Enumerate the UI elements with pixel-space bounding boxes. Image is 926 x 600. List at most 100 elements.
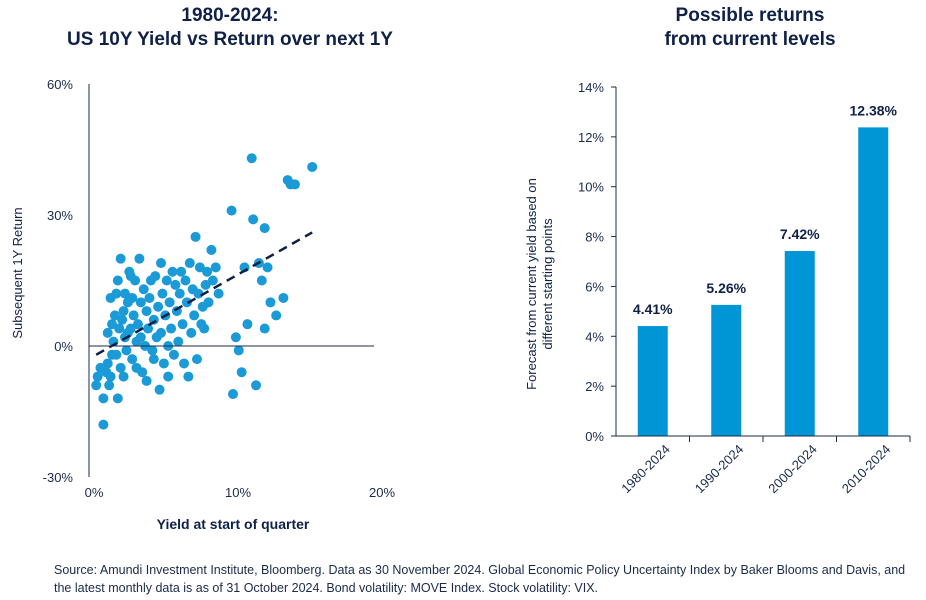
scatter-point bbox=[91, 380, 102, 391]
scatter-point bbox=[128, 310, 139, 321]
scatter-point bbox=[105, 371, 116, 382]
scatter-point bbox=[213, 288, 224, 299]
scatter-point bbox=[271, 310, 282, 321]
bar-category-label: 1990-2024 bbox=[692, 442, 747, 497]
scatter-point bbox=[181, 297, 192, 308]
charts-canvas: -30% 0% 30% 60% 0% 10% 20% Subsequent 1Y Retu… bbox=[10, 77, 911, 532]
bar-value-label: 12.38% bbox=[850, 102, 898, 118]
scatter-point bbox=[98, 393, 109, 404]
bar-title-line1: Possible returns bbox=[675, 5, 825, 26]
scatter-x-tick-label: 10% bbox=[225, 485, 251, 500]
scatter-point bbox=[121, 345, 132, 356]
scatter-point bbox=[210, 262, 221, 273]
scatter-point bbox=[262, 262, 273, 273]
scatter-point bbox=[135, 332, 146, 343]
scatter-x-tick-label: 20% bbox=[369, 485, 395, 500]
scatter-point bbox=[141, 306, 152, 317]
scatter-point bbox=[256, 275, 267, 286]
scatter-point bbox=[265, 297, 276, 308]
scatter-point bbox=[118, 306, 129, 317]
scatter-point bbox=[168, 349, 179, 360]
scatter-point bbox=[134, 253, 145, 264]
bar-category-label: 2000-2024 bbox=[765, 442, 820, 497]
scatter-point bbox=[242, 319, 253, 330]
scatter-point bbox=[147, 345, 158, 356]
scatter-point bbox=[161, 275, 172, 286]
bars bbox=[637, 127, 889, 437]
scatter-point bbox=[186, 327, 197, 338]
bar-y-tick-label: 10% bbox=[578, 180, 604, 195]
scatter-y-tick-label: 0% bbox=[54, 339, 73, 354]
scatter-point bbox=[143, 323, 154, 334]
scatter-point bbox=[104, 380, 115, 391]
bar-y-label-line2: different starting points bbox=[540, 218, 555, 350]
trend-line bbox=[95, 231, 313, 356]
scatter-y-tick-label: 60% bbox=[47, 77, 73, 92]
scatter-point bbox=[102, 327, 113, 338]
bar-y-tick-label: 4% bbox=[585, 329, 604, 344]
bar-title-line2: from current levels bbox=[664, 29, 836, 50]
scatter-point bbox=[135, 297, 146, 308]
scatter-point bbox=[200, 279, 211, 290]
scatter-point bbox=[230, 332, 241, 343]
scatter-point bbox=[289, 179, 300, 190]
bar-y-ticks: 0% 2% 4% 6% 8% 10% 12% 14% bbox=[578, 80, 616, 444]
scatter-point bbox=[173, 336, 184, 347]
scatter-point bbox=[109, 310, 120, 321]
scatter-point bbox=[176, 266, 187, 277]
scatter-point bbox=[174, 288, 185, 299]
bar-y-label: Forecast from current yield based on dif… bbox=[524, 178, 555, 390]
bar bbox=[711, 304, 742, 436]
bar-value-label: 5.26% bbox=[706, 280, 746, 296]
scatter-x-ticks: 0% 10% 20% bbox=[85, 485, 396, 500]
scatter-point bbox=[144, 292, 155, 303]
scatter-point bbox=[107, 319, 118, 330]
scatter-point bbox=[248, 214, 259, 225]
scatter-points bbox=[91, 153, 318, 430]
scatter-point bbox=[251, 380, 262, 391]
scatter-y-label: Subsequent 1Y Return bbox=[10, 207, 25, 338]
bar bbox=[784, 251, 815, 436]
scatter-point bbox=[154, 384, 165, 395]
bar-y-tick-label: 2% bbox=[585, 379, 604, 394]
scatter-point bbox=[112, 275, 123, 286]
scatter-point bbox=[166, 323, 177, 334]
scatter-point bbox=[115, 362, 126, 373]
scatter-point bbox=[233, 345, 244, 356]
scatter-point bbox=[180, 275, 191, 286]
scatter-point bbox=[125, 323, 136, 334]
bar-chart: 4.41% 5.26% 7.42% 12.38% 0% 2% 4% 6% 8% 10% 12% 14… bbox=[524, 80, 911, 497]
scatter-point bbox=[170, 279, 181, 290]
scatter-point bbox=[114, 323, 125, 334]
bar-value-label: 7.42% bbox=[780, 226, 820, 242]
scatter-point bbox=[127, 354, 138, 365]
scatter-point bbox=[278, 292, 289, 303]
bar bbox=[858, 127, 889, 437]
scatter-y-tick-label: -30% bbox=[43, 470, 74, 485]
scatter-point bbox=[259, 323, 270, 334]
scatter-point bbox=[167, 266, 178, 277]
scatter-point bbox=[189, 310, 200, 321]
scatter-point bbox=[130, 275, 141, 286]
scatter-point bbox=[190, 231, 201, 242]
scatter-point bbox=[184, 258, 195, 269]
scatter-point bbox=[158, 358, 169, 369]
scatter-point bbox=[127, 292, 138, 303]
bar-title: Possible returns from current levels bbox=[580, 4, 920, 52]
scatter-point bbox=[259, 223, 270, 234]
scatter-point bbox=[236, 367, 247, 378]
scatter-point bbox=[203, 297, 214, 308]
source-note: Source: Amundi Investment Institute, Blo… bbox=[54, 563, 906, 595]
scatter-point bbox=[102, 358, 113, 369]
scatter-point bbox=[111, 349, 122, 360]
bar-y-tick-label: 6% bbox=[585, 279, 604, 294]
scatter-point bbox=[117, 314, 128, 325]
bar-category-label: 2010-2024 bbox=[839, 442, 894, 497]
scatter-point bbox=[192, 354, 202, 365]
bar-x-ticks: 1980-2024 1990-2024 2000-2024 2010-2024 bbox=[618, 436, 911, 497]
scatter-point bbox=[153, 301, 164, 312]
scatter-point bbox=[246, 153, 257, 164]
scatter-title: 1980-2024: US 10Y Yield vs Return over n… bbox=[20, 4, 440, 52]
scatter-point bbox=[156, 258, 166, 269]
bar-y-tick-label: 0% bbox=[585, 429, 604, 444]
